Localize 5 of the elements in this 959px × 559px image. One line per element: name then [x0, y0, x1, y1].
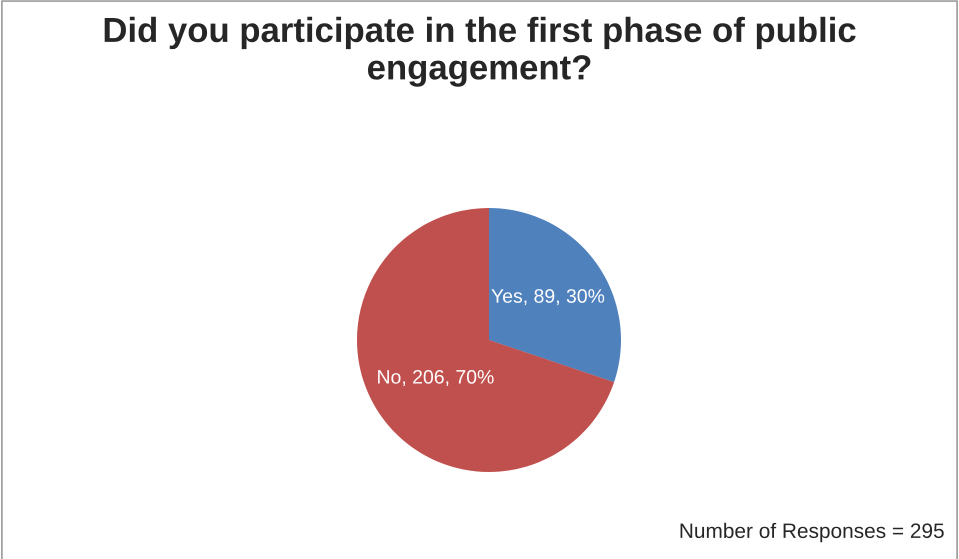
text: Number of Responses = 295: [680, 522, 944, 542]
slice-label: No, 206, 70%: [378, 370, 494, 386]
slice-label: Yes, 89, 30%: [491, 289, 604, 306]
chart-title: Did you participate in the first phase of public engagement?: [104, 16, 856, 87]
pie-slice: [357, 208, 614, 472]
